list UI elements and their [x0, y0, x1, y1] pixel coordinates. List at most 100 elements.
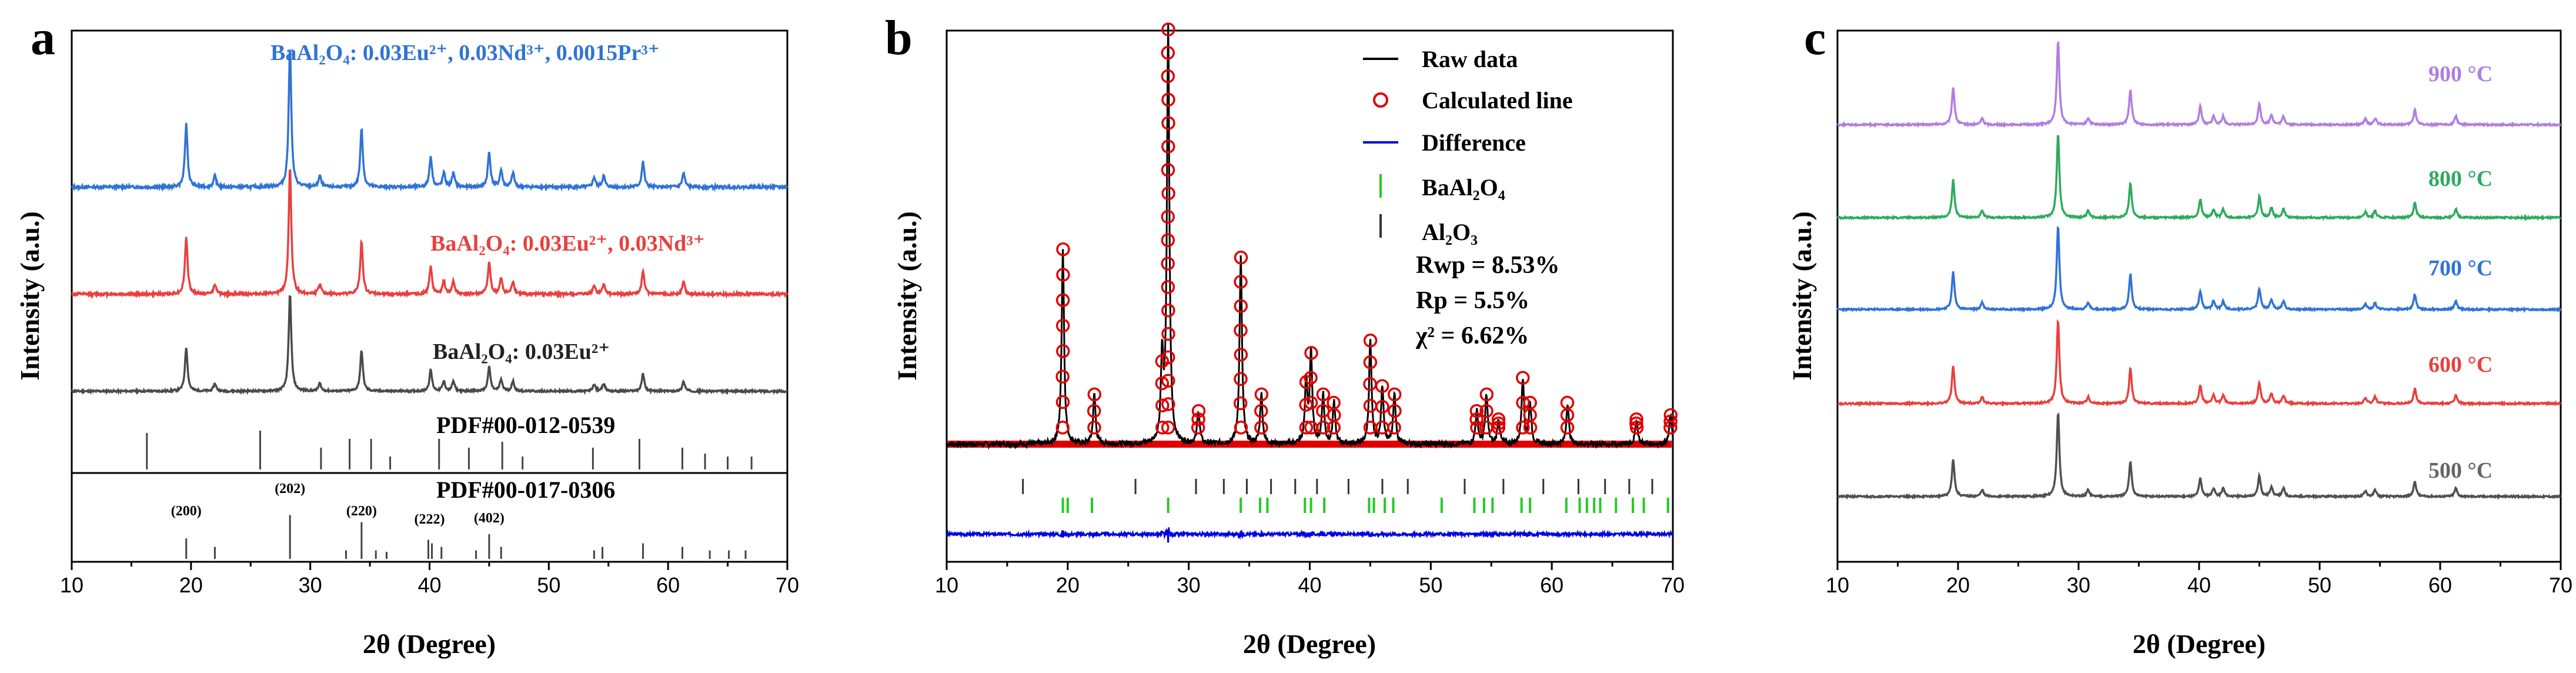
panel-b-difference-group: [946, 527, 1674, 543]
calc-point-73: [1469, 404, 1484, 418]
calc-point-90: [1629, 417, 1643, 431]
calc-point-9: [1087, 404, 1101, 418]
panel-b-y-title: Intensity (a.u.): [892, 211, 922, 381]
pdf-label-1: PDF#00-012-0539: [436, 412, 615, 438]
legend-raw-label: Raw data: [1422, 46, 1518, 72]
c-tick-label-50: 50: [2308, 573, 2331, 597]
c-tick-label-30: 30: [2067, 573, 2090, 597]
temp-label-900: 900 °C: [2428, 62, 2493, 86]
calc-point-5: [1055, 293, 1070, 308]
temp-label-800: 800 °C: [2428, 166, 2493, 191]
series-label-eu: BaAl₂O₄: 0.03Eu²⁺: [433, 339, 610, 364]
b-tick-label-50: 50: [1419, 573, 1442, 597]
panel-a-reference-2-group: [185, 515, 747, 559]
calc-point-77: [1491, 421, 1506, 435]
pattern-600c: [1837, 319, 2561, 408]
calc-point-59: [1327, 395, 1341, 410]
calc-point-53: [1304, 346, 1318, 360]
calc-point-54: [1316, 421, 1331, 435]
c-tick-label-10: 10: [1826, 573, 1849, 597]
legend-calc-label: Calculated line: [1422, 87, 1573, 114]
temp-label-700: 700 °C: [2428, 256, 2493, 281]
calc-point-80: [1516, 421, 1530, 435]
b-tick-label-30: 30: [1177, 573, 1201, 597]
b-tick-label-20: 20: [1056, 573, 1080, 597]
b-tick-label-10: 10: [935, 573, 958, 597]
panel-a: a (200) (202) (220) (222) (402) BaAl₂O₄: 0.0…: [15, 11, 799, 659]
series-label-nd: BaAl₂O₄: 0.03Eu²⁺, 0.03Nd³⁺: [430, 231, 705, 256]
panel-c: c 900 °C 800 °C 700 °C 600 °C 500 °C 10 2…: [1787, 11, 2572, 659]
calc-point-11: [1155, 421, 1170, 435]
difference-line: [946, 527, 1674, 543]
calc-point-21: [1161, 280, 1175, 294]
calc-point-15: [1161, 421, 1175, 435]
a-tick-label-50: 50: [537, 573, 560, 597]
calc-point-25: [1161, 186, 1175, 201]
calc-point-1: [1055, 395, 1070, 409]
c-tick-label-40: 40: [2187, 573, 2211, 597]
panel-a-hkl-group: (200) (202) (220) (222) (402): [171, 481, 504, 527]
calc-point-94: [1663, 408, 1678, 422]
legend-al2o3-label: Al₂O₃: [1422, 219, 1478, 245]
calc-point-40: [1234, 323, 1248, 338]
panel-c-y-title: Intensity (a.u.): [1787, 211, 1817, 381]
panel-b-reflection-ticks: [1022, 479, 1669, 513]
panel-b: b Raw data Calculated line Difference Ba…: [885, 11, 1685, 659]
calc-point-7: [1056, 242, 1070, 256]
calc-point-91: [1629, 412, 1643, 427]
calc-point-27: [1161, 139, 1175, 154]
pattern-800c: [1836, 135, 2562, 221]
calc-point-34: [1191, 412, 1205, 427]
calc-point-62: [1363, 377, 1377, 391]
panel-a-frame: [71, 29, 788, 563]
calc-point-3: [1056, 344, 1070, 358]
calc-point-43: [1234, 251, 1248, 265]
panel-b-legend: Raw data Calculated line Difference BaAl…: [1363, 46, 1573, 245]
panel-a-letter: a: [31, 11, 55, 65]
calc-point-19: [1161, 326, 1175, 341]
pattern-eu-nd: [71, 169, 788, 299]
pattern-500c: [1836, 412, 2561, 500]
calc-point-44: [1254, 421, 1268, 435]
hkl-label-4: (402): [474, 511, 504, 526]
panel-a-y-title: Intensity (a.u.): [15, 211, 45, 381]
c-tick-label-70: 70: [2549, 573, 2572, 597]
calc-point-86: [1560, 421, 1575, 435]
panel-c-series-group: [1836, 41, 2562, 500]
calc-point-38: [1234, 372, 1248, 386]
hkl-label-1: (202): [275, 481, 305, 497]
calc-point-75: [1479, 404, 1494, 418]
calc-point-70: [1387, 387, 1402, 402]
calc-point-69: [1388, 404, 1402, 418]
b-tick-label-70: 70: [1661, 573, 1685, 597]
calc-point-32: [1161, 22, 1175, 36]
pattern-900c: [1836, 41, 2561, 128]
calc-point-26: [1161, 163, 1175, 177]
panel-c-x-axis: 10 20 30 40 50 60 70: [1826, 562, 2572, 597]
panel-a-reference-1-group: [146, 431, 753, 469]
calc-point-20: [1161, 303, 1175, 318]
calc-point-64: [1363, 334, 1378, 348]
pattern-eu-nd-pr: [71, 50, 788, 192]
a-tick-label-70: 70: [776, 573, 799, 597]
hkl-label-2: (220): [346, 504, 377, 519]
calc-point-39: [1234, 348, 1248, 362]
hkl-label-0: (200): [171, 504, 202, 519]
calc-point-52: [1304, 371, 1318, 385]
calc-point-8: [1087, 421, 1101, 435]
stat-rwp: Rwp = 8.53%: [1416, 252, 1559, 279]
b-tick-label-40: 40: [1298, 573, 1321, 597]
calc-point-66: [1375, 399, 1389, 414]
calc-point-76: [1479, 387, 1494, 402]
a-tick-label-10: 10: [60, 573, 83, 597]
calc-point-51: [1304, 395, 1318, 410]
panel-a-series-group: [71, 50, 788, 396]
calc-point-65: [1375, 421, 1389, 435]
calc-point-12: [1155, 398, 1170, 412]
calc-point-17: [1161, 374, 1175, 388]
calc-point-23: [1161, 233, 1175, 248]
panel-c-letter: c: [1804, 11, 1826, 65]
calc-point-67: [1375, 379, 1389, 394]
calc-point-68: [1387, 421, 1401, 435]
